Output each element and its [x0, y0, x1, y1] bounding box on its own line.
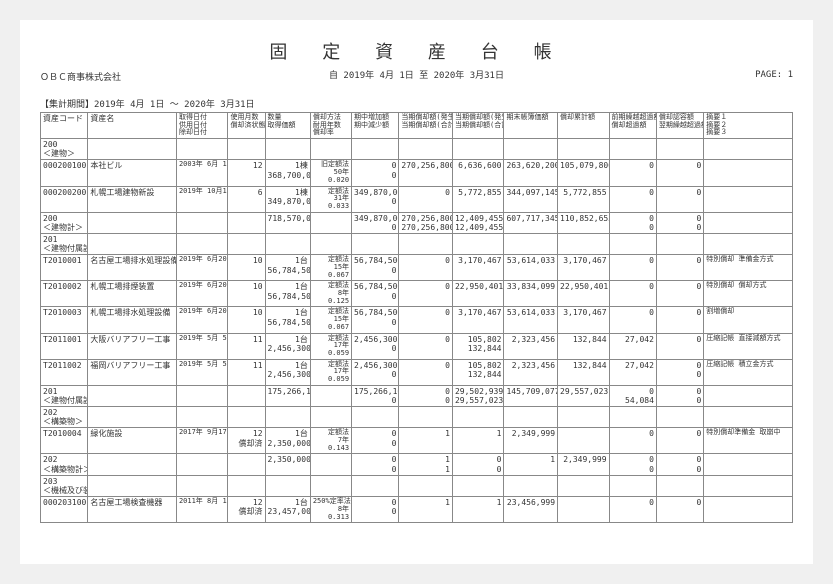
col-p2: 償却認容額翌期繰越超過額 [656, 113, 703, 139]
table-row: 0002002001札幌工場建物新設2019年 10月15日61棟349,870… [41, 186, 793, 212]
col-note: 摘要１摘要２摘要３ [704, 113, 793, 139]
col-inc: 期中増加額期中減少額 [352, 113, 399, 139]
table-row: 200＜建物計＞718,570,000349,870,0000270,256,8… [41, 212, 793, 233]
col-acc: 償却累計額 [558, 113, 610, 139]
company-name: ＯＢＣ商事株式会社 [40, 70, 121, 83]
asset-table: 資産コード 資産名 取得日付供用日付除却日付 使用月数償却済状態 数量取得価額 … [40, 112, 793, 523]
report-page: 固 定 資 産 台 帳 自 2019年 4月 1日 至 2020年 3月31日 … [20, 20, 813, 564]
col-method: 償却方法耐用年数償却率 [310, 113, 351, 139]
col-name: 資産名 [88, 113, 177, 139]
period-label: 【集計期間】2019年 4月 1日 ～ 2020年 3月31日 [40, 97, 793, 110]
col-d1: 当期償却額(発生)当期償却額(合計) [399, 113, 453, 139]
table-row: 200＜建物＞ [41, 139, 793, 160]
table-row: T2010001名古屋工場排水処理設備2019年 6月20日101台56,784… [41, 255, 793, 281]
col-p1: 前期繰越超過額償却超過額 [609, 113, 656, 139]
table-header: 資産コード 資産名 取得日付供用日付除却日付 使用月数償却済状態 数量取得価額 … [41, 113, 793, 139]
table-body: 200＜建物＞0002001001本社ビル2003年 6月 1日121棟368,… [41, 139, 793, 523]
table-row: T2011001大阪バリアフリー工事2019年 5月 5日111台2,456,3… [41, 333, 793, 359]
col-date: 取得日付供用日付除却日付 [176, 113, 228, 139]
page-number: PAGE: 1 [755, 70, 793, 80]
col-bal: 期末帳簿価額 [504, 113, 558, 139]
table-row: 202＜構築物計＞2,350,00000110012,349,9990000 [41, 454, 793, 475]
table-row: T2010002札幌工場排煙装置2019年 6月20日101台56,784,50… [41, 281, 793, 307]
table-row: T2011002福岡バリアフリー工事2019年 5月 5日111台2,456,3… [41, 359, 793, 385]
table-row: 201＜建物付属設備計＞175,266,100175,266,10000029,… [41, 385, 793, 406]
table-row: 0002031001名古屋工場検査機器2011年 8月 1日12償却済1台23,… [41, 497, 793, 523]
col-months: 使用月数償却済状態 [228, 113, 265, 139]
col-qty: 数量取得価額 [265, 113, 310, 139]
table-row: 201＜建物付属設備＞ [41, 233, 793, 254]
report-subtitle: 自 2019年 4月 1日 至 2020年 3月31日 [40, 68, 793, 81]
col-code: 資産コード [41, 113, 88, 139]
table-row: 0002001001本社ビル2003年 6月 1日121棟368,700,000… [41, 160, 793, 186]
report-title: 固 定 資 産 台 帳 [40, 38, 793, 64]
table-row: 203＜機械及び装置＞ [41, 475, 793, 496]
table-row: T2010003札幌工場排水処理設備2019年 6月20日101台56,784,… [41, 307, 793, 333]
table-row: 202＜構築物＞ [41, 407, 793, 428]
col-d2: 当期償却額(発生)当期償却額(合計) [452, 113, 504, 139]
table-row: T2010004緑化施設2017年 9月17日12償却済1台2,350,000定… [41, 428, 793, 454]
